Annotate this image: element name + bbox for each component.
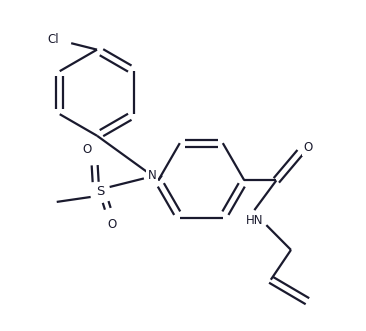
Text: N: N [147, 169, 156, 182]
Text: HN: HN [246, 213, 263, 227]
Text: Cl: Cl [48, 33, 59, 46]
Text: O: O [303, 141, 313, 154]
Text: O: O [107, 218, 116, 231]
Text: O: O [82, 143, 91, 156]
Text: S: S [97, 185, 105, 199]
